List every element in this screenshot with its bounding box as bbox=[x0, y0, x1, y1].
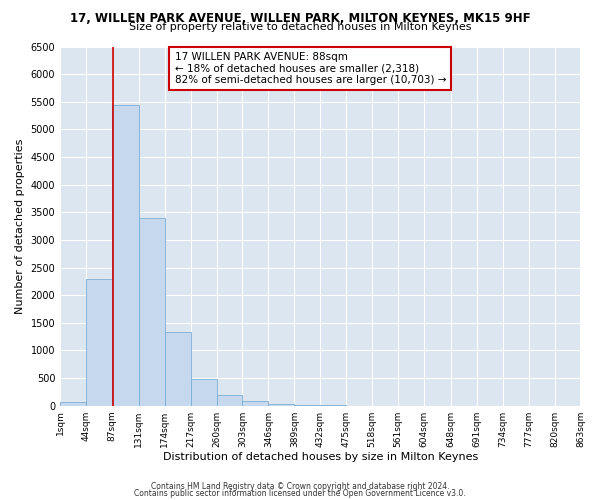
Bar bbox=[60, 402, 86, 406]
Text: Contains public sector information licensed under the Open Government Licence v3: Contains public sector information licen… bbox=[134, 489, 466, 498]
Bar bbox=[86, 278, 112, 406]
Text: 17, WILLEN PARK AVENUE, WILLEN PARK, MILTON KEYNES, MK15 9HF: 17, WILLEN PARK AVENUE, WILLEN PARK, MIL… bbox=[70, 12, 530, 26]
Bar bbox=[295, 405, 320, 406]
Text: Size of property relative to detached houses in Milton Keynes: Size of property relative to detached ho… bbox=[129, 22, 471, 32]
Bar bbox=[164, 332, 191, 406]
X-axis label: Distribution of detached houses by size in Milton Keynes: Distribution of detached houses by size … bbox=[163, 452, 478, 462]
Bar bbox=[191, 379, 217, 406]
Bar bbox=[139, 218, 164, 406]
Bar bbox=[268, 404, 295, 406]
Bar bbox=[242, 401, 268, 406]
Y-axis label: Number of detached properties: Number of detached properties bbox=[15, 138, 25, 314]
Text: 17 WILLEN PARK AVENUE: 88sqm
← 18% of detached houses are smaller (2,318)
82% of: 17 WILLEN PARK AVENUE: 88sqm ← 18% of de… bbox=[175, 52, 446, 85]
Bar bbox=[217, 395, 242, 406]
Bar bbox=[112, 104, 139, 406]
Text: Contains HM Land Registry data © Crown copyright and database right 2024.: Contains HM Land Registry data © Crown c… bbox=[151, 482, 449, 491]
